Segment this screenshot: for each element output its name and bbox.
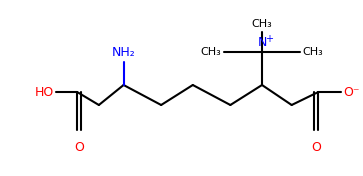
- Text: O: O: [74, 141, 84, 154]
- Text: CH₃: CH₃: [201, 47, 221, 57]
- Text: N: N: [257, 36, 267, 49]
- Text: O: O: [311, 141, 321, 154]
- Text: CH₃: CH₃: [252, 19, 272, 29]
- Text: +: +: [265, 34, 273, 44]
- Text: NH₂: NH₂: [112, 46, 135, 59]
- Text: HO: HO: [35, 86, 54, 99]
- Text: CH₃: CH₃: [302, 47, 323, 57]
- Text: O⁻: O⁻: [343, 86, 360, 99]
